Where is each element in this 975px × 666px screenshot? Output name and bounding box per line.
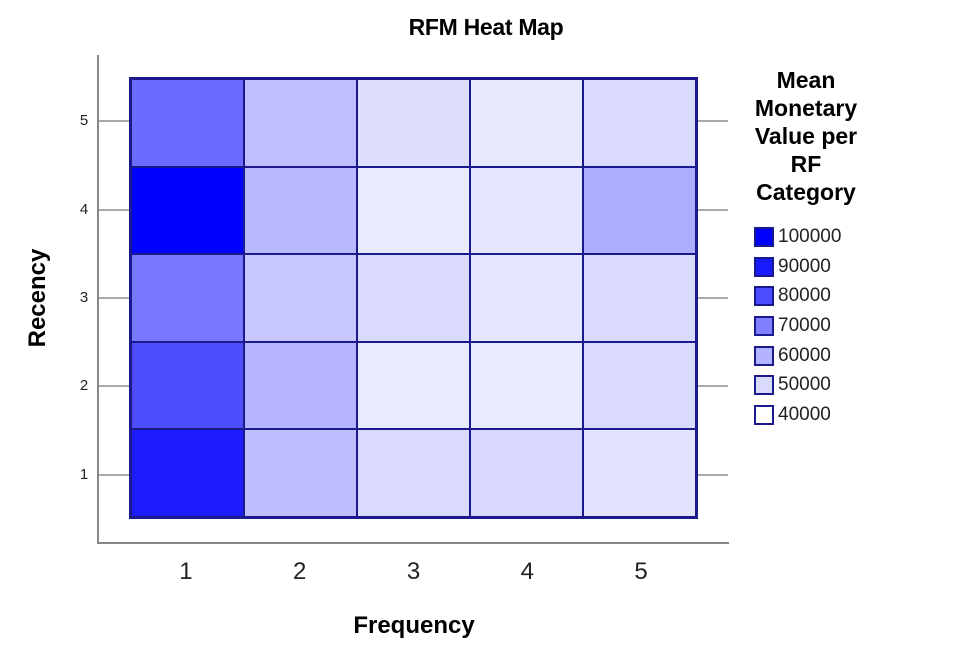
x-tick-label: 4 [520, 558, 534, 585]
legend-item: 100000 [754, 222, 841, 252]
x-axis-line [97, 542, 729, 544]
legend-swatch [754, 256, 774, 277]
heatmap-cell [470, 341, 583, 430]
legend-title: Mean Monetary Value per RF Category [754, 67, 858, 205]
legend-swatch [754, 226, 774, 247]
heatmap-cell [131, 79, 244, 167]
heatmap-cell [357, 79, 470, 167]
legend-item: 50000 [754, 370, 841, 400]
y-tick-mark-right [698, 120, 728, 123]
y-tick-label: 5 [79, 112, 89, 130]
y-axis-line [97, 55, 99, 544]
legend-label: 40000 [778, 403, 831, 425]
legend-swatch [754, 404, 774, 425]
chart-title: RFM Heat Map [408, 14, 564, 40]
y-tick-label: 1 [79, 465, 89, 483]
legend-item: 60000 [754, 341, 841, 371]
y-tick-label: 2 [79, 377, 89, 395]
y-tick-label: 4 [79, 200, 89, 218]
y-tick-mark [99, 208, 129, 211]
legend-swatch [754, 315, 774, 336]
x-tick-label: 5 [634, 558, 648, 585]
heatmap-cell [244, 166, 357, 255]
heatmap-cell [131, 429, 244, 517]
legend-item: 40000 [754, 400, 841, 430]
heatmap-cell [131, 341, 244, 430]
heatmap-cell [244, 254, 357, 342]
heatmap-cell [357, 166, 470, 255]
heatmap-cell [583, 341, 696, 430]
y-tick-mark [99, 385, 129, 388]
heatmap-cell [470, 166, 583, 255]
y-tick-mark-right [698, 385, 728, 388]
heatmap-cell [583, 429, 696, 517]
legend-label: 60000 [778, 344, 831, 366]
heatmap-grid [129, 77, 698, 519]
y-tick-mark [99, 473, 129, 476]
legend-swatch [754, 345, 774, 366]
heatmap-cell [583, 79, 696, 167]
heatmap-cell [470, 429, 583, 517]
x-tick-label: 1 [179, 558, 193, 585]
heatmap-cell [357, 254, 470, 342]
y-tick-mark [99, 297, 129, 299]
heatmap-cell [583, 166, 696, 255]
y-tick-mark-right [698, 297, 728, 299]
heatmap-cell [357, 341, 470, 430]
legend-swatch [754, 375, 774, 396]
x-tick-label: 2 [293, 558, 307, 585]
heatmap-cell [244, 79, 357, 167]
y-tick-mark [99, 120, 129, 123]
heatmap-cell [244, 341, 357, 430]
heatmap-cell [357, 429, 470, 517]
heatmap-cell [131, 254, 244, 342]
heatmap-cell [470, 254, 583, 342]
y-tick-label: 3 [79, 289, 89, 306]
heatmap-cell [470, 79, 583, 167]
y-tick-mark-right [698, 473, 728, 476]
legend-item: 90000 [754, 252, 841, 282]
legend-label: 90000 [778, 255, 831, 277]
y-axis-label: Recency [24, 248, 51, 348]
heatmap-cell [131, 166, 244, 255]
heatmap-cell [583, 254, 696, 342]
x-axis-label: Frequency [353, 612, 475, 639]
heatmap-cell [244, 429, 357, 517]
legend-swatch [754, 286, 774, 307]
legend-label: 70000 [778, 314, 831, 336]
y-tick-mark-right [698, 208, 728, 211]
legend-label: 80000 [778, 285, 831, 307]
legend-item: 70000 [754, 311, 841, 341]
legend-label: 100000 [778, 225, 842, 247]
legend: 100000 90000 80000 70000 60000 50000 40000 [754, 222, 841, 430]
x-tick-label: 3 [406, 558, 421, 585]
legend-item: 80000 [754, 281, 841, 311]
legend-label: 50000 [778, 374, 831, 396]
